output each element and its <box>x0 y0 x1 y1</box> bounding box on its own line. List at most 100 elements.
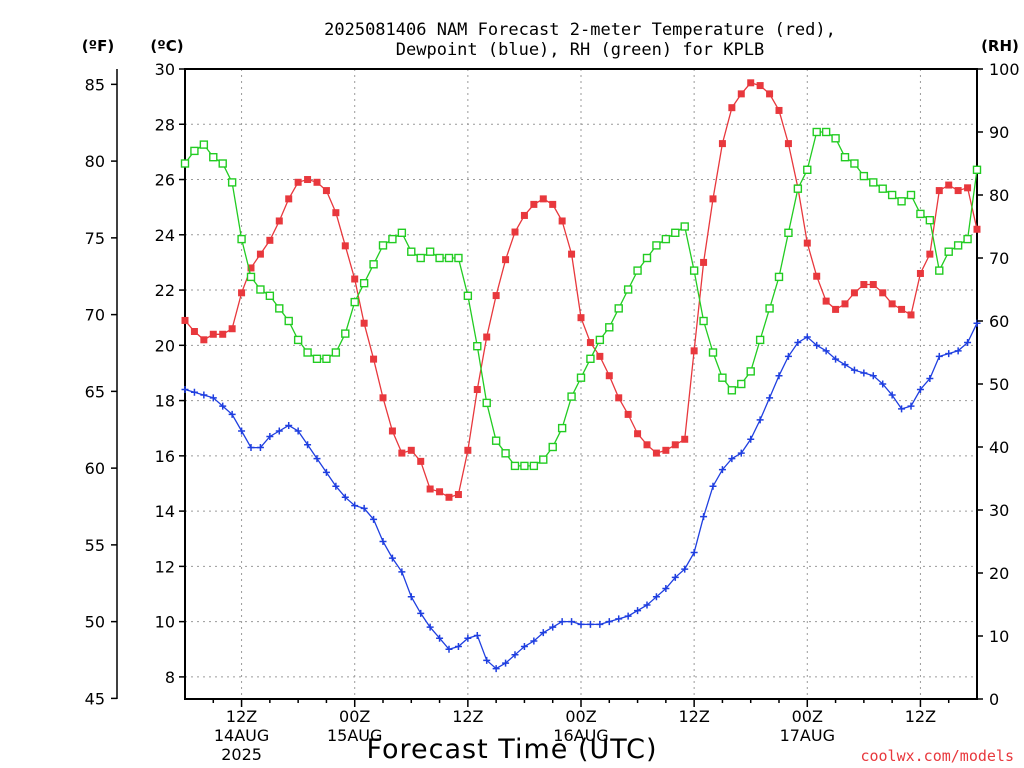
2-meter-temperature-point <box>549 200 557 208</box>
celsius-unit-label: (ºC) <box>150 37 183 55</box>
rh-point <box>671 228 680 238</box>
x-tick-label-date: 17AUG <box>780 726 835 745</box>
rh-point <box>963 234 972 244</box>
dewpoint-point <box>662 584 670 592</box>
2-meter-temperature-point <box>520 211 528 219</box>
rh-point <box>227 178 237 187</box>
rh-point <box>359 279 369 288</box>
rh-point <box>293 335 303 345</box>
dewpoint-point <box>530 637 538 645</box>
rh-tick-label: 80 <box>989 186 1009 205</box>
dewpoint-point <box>634 607 642 615</box>
2-meter-temperature-point <box>209 330 217 338</box>
rh-tick-label: 40 <box>989 438 1009 457</box>
rh-point <box>859 171 869 181</box>
rh-point <box>548 442 557 452</box>
2-meter-temperature-point <box>737 90 745 98</box>
x-tick-label-time: 12Z <box>452 707 483 726</box>
2-meter-temperature-point <box>238 289 246 297</box>
rh-point <box>463 291 473 300</box>
2-meter-temperature-point <box>398 449 406 457</box>
2-meter-temperature-point <box>388 427 396 435</box>
rh-point <box>209 152 218 162</box>
rh-point <box>341 329 350 338</box>
rh-point <box>491 436 501 445</box>
rh-point <box>312 354 322 363</box>
2-meter-temperature-point <box>558 217 566 225</box>
dewpoint-point <box>398 568 406 576</box>
rh-point <box>444 253 454 263</box>
rh-point <box>614 304 623 313</box>
rh-point <box>237 234 246 244</box>
rh-point <box>821 127 831 137</box>
dewpoint-point <box>464 634 472 642</box>
dewpoint-point <box>652 593 660 601</box>
2-meter-temperature-point <box>822 297 830 305</box>
rh-point <box>180 159 190 168</box>
x-tick-label-time: 00Z <box>565 707 596 726</box>
2-meter-temperature-point <box>313 178 321 186</box>
dewpoint-point <box>718 466 726 474</box>
rh-tick-label: 30 <box>989 501 1009 520</box>
2-meter-temperature-point <box>841 300 849 308</box>
dewpoint-point <box>709 482 717 490</box>
rh-point <box>595 335 605 345</box>
dewpoint-point <box>256 444 264 452</box>
rh-point <box>925 215 935 225</box>
rh-unit-label: (RH) <box>981 37 1019 55</box>
dewpoint-point <box>832 355 840 363</box>
fahrenheit-tick-label: 65 <box>85 382 105 401</box>
chart-subtitle: Dewpoint (blue), RH (green) for KPLB <box>396 40 764 60</box>
rh-point <box>322 354 331 363</box>
2-meter-temperature-point <box>879 289 887 297</box>
dewpoint-point <box>605 618 613 626</box>
dewpoint-point <box>747 435 755 443</box>
rh-point <box>878 184 887 193</box>
2-meter-temperature-point <box>379 394 387 402</box>
dewpoint-point <box>813 341 821 349</box>
dewpoint-point <box>558 618 566 626</box>
x-tick-label-date: 15AUG <box>327 726 382 745</box>
dewpoint-point <box>624 612 632 620</box>
2-meter-temperature-point <box>605 372 613 380</box>
rh-tick-label: 20 <box>989 564 1009 583</box>
2-meter-temperature-point <box>530 200 538 208</box>
x-tick-label-time: 00Z <box>339 707 370 726</box>
2-meter-temperature-point <box>266 236 274 244</box>
celsius-tick-label: 16 <box>155 447 175 466</box>
2-meter-temperature-point <box>784 140 792 148</box>
dewpoint-point <box>294 427 302 435</box>
2-meter-temperature-point <box>285 195 293 203</box>
rh-point <box>840 152 850 162</box>
celsius-tick-label: 20 <box>155 336 175 355</box>
2-meter-temperature-point <box>445 493 453 501</box>
dewpoint-point <box>954 347 962 355</box>
celsius-tick-label: 14 <box>155 502 175 521</box>
dewpoint-point <box>690 549 698 557</box>
rh-point <box>190 146 199 156</box>
dewpoint-point <box>907 402 915 410</box>
dewpoint-point <box>935 352 943 360</box>
2-meter-temperature-point <box>756 82 764 90</box>
dewpoint-point <box>700 513 708 521</box>
dewpoint-point <box>351 502 359 510</box>
x-tick-label-time: 12Z <box>678 707 709 726</box>
dewpoint-point <box>275 427 283 435</box>
dewpoint-point <box>181 386 189 394</box>
2-meter-temperature-point <box>652 449 660 457</box>
2-meter-temperature-point <box>681 435 689 443</box>
fahrenheit-tick-label: 85 <box>85 75 105 94</box>
rh-point <box>331 348 341 357</box>
x-tick-label-time: 12Z <box>905 707 936 726</box>
celsius-tick-label: 24 <box>155 226 175 245</box>
x-tick-label-time: 12Z <box>226 707 257 726</box>
2-meter-temperature-point <box>700 258 708 266</box>
celsius-tick-label: 10 <box>155 613 175 632</box>
dewpoint-point <box>379 538 387 545</box>
celsius-tick-label: 22 <box>155 281 175 300</box>
2-meter-temperature-point <box>200 336 208 344</box>
2-meter-temperature-point <box>813 272 821 280</box>
2-meter-temperature-point <box>860 281 868 289</box>
rh-point <box>831 134 840 143</box>
